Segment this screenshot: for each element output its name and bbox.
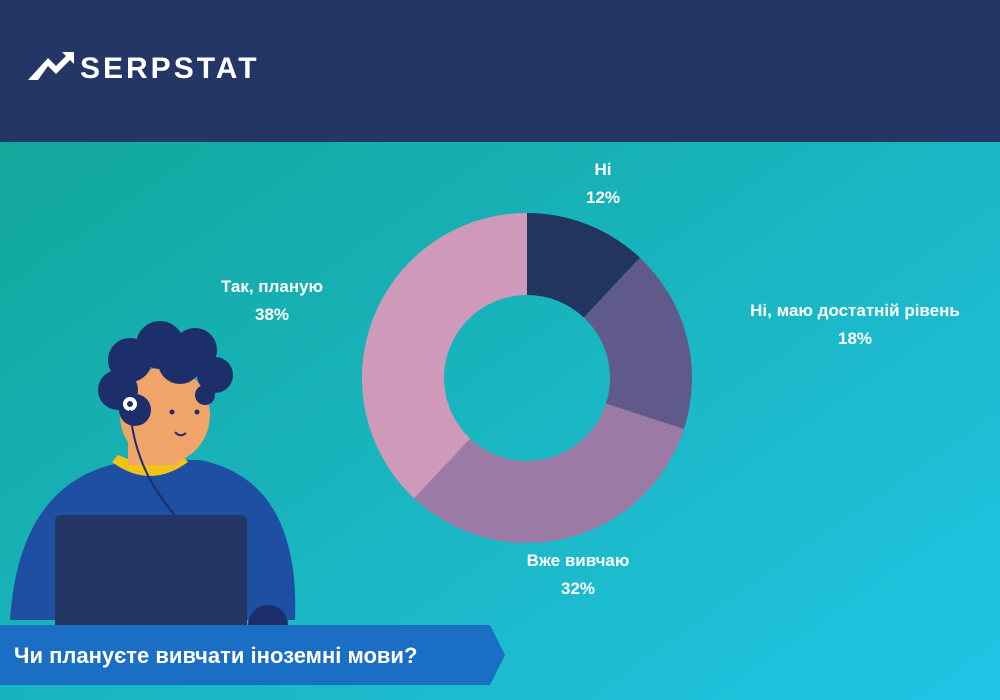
slice-value-label: 38% — [255, 305, 289, 324]
title-banner — [0, 625, 505, 685]
donut-slice — [527, 213, 640, 318]
slice-label: Вже вивчаю — [527, 551, 630, 570]
slice-label: Так, планую — [221, 277, 323, 296]
logo-icon — [28, 52, 74, 80]
brand: SERPSTAT — [80, 52, 260, 85]
chart-title: Чи плануєте вивчати іноземні мови? — [14, 643, 417, 668]
slice-value-label: 12% — [586, 188, 620, 207]
slice-label: Ні, маю достатній рівень — [750, 301, 960, 320]
slice-value-label: 18% — [838, 329, 872, 348]
donut-slice — [583, 257, 692, 429]
header — [0, 0, 1000, 142]
donut-slice — [414, 403, 684, 543]
person-illustration — [10, 321, 296, 645]
donut-chart: Ні 12% Ні, маю достатній рівень 18% Вже вивч… — [221, 160, 960, 598]
slice-label: Ні — [595, 160, 612, 179]
donut-slice — [361, 213, 527, 499]
slice-value-label: 32% — [561, 579, 595, 598]
